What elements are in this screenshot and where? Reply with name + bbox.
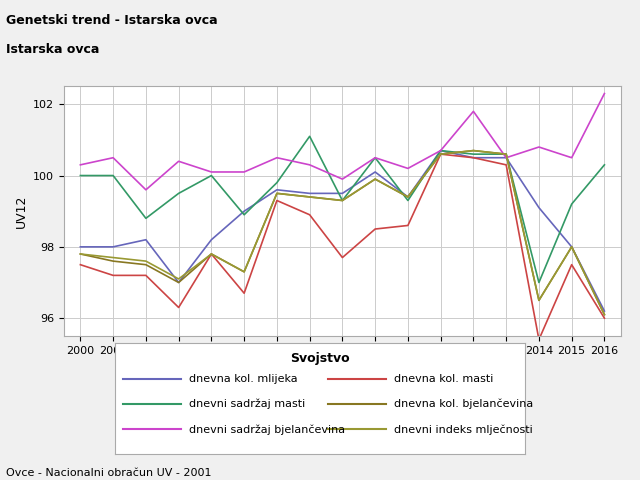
Text: dnevni sadržaj masti: dnevni sadržaj masti: [189, 399, 305, 409]
Text: dnevna kol. bjelančevina: dnevna kol. bjelančevina: [394, 399, 533, 409]
Text: Istarska ovca: Istarska ovca: [6, 43, 100, 56]
Text: dnevni indeks mlječnosti: dnevni indeks mlječnosti: [394, 424, 532, 434]
Text: Ovce - Nacionalni obračun UV - 2001: Ovce - Nacionalni obračun UV - 2001: [6, 468, 212, 478]
Text: Genetski trend - Istarska ovca: Genetski trend - Istarska ovca: [6, 14, 218, 27]
Text: dnevna kol. masti: dnevna kol. masti: [394, 373, 493, 384]
Text: dnevna kol. mlijeka: dnevna kol. mlijeka: [189, 373, 298, 384]
Y-axis label: UV12: UV12: [15, 194, 28, 228]
Text: dnevni sadržaj bjelančevina: dnevni sadržaj bjelančevina: [189, 424, 345, 434]
Text: Svojstvo: Svojstvo: [290, 352, 350, 365]
X-axis label: Godina rođenja: Godina rođenja: [294, 361, 390, 374]
